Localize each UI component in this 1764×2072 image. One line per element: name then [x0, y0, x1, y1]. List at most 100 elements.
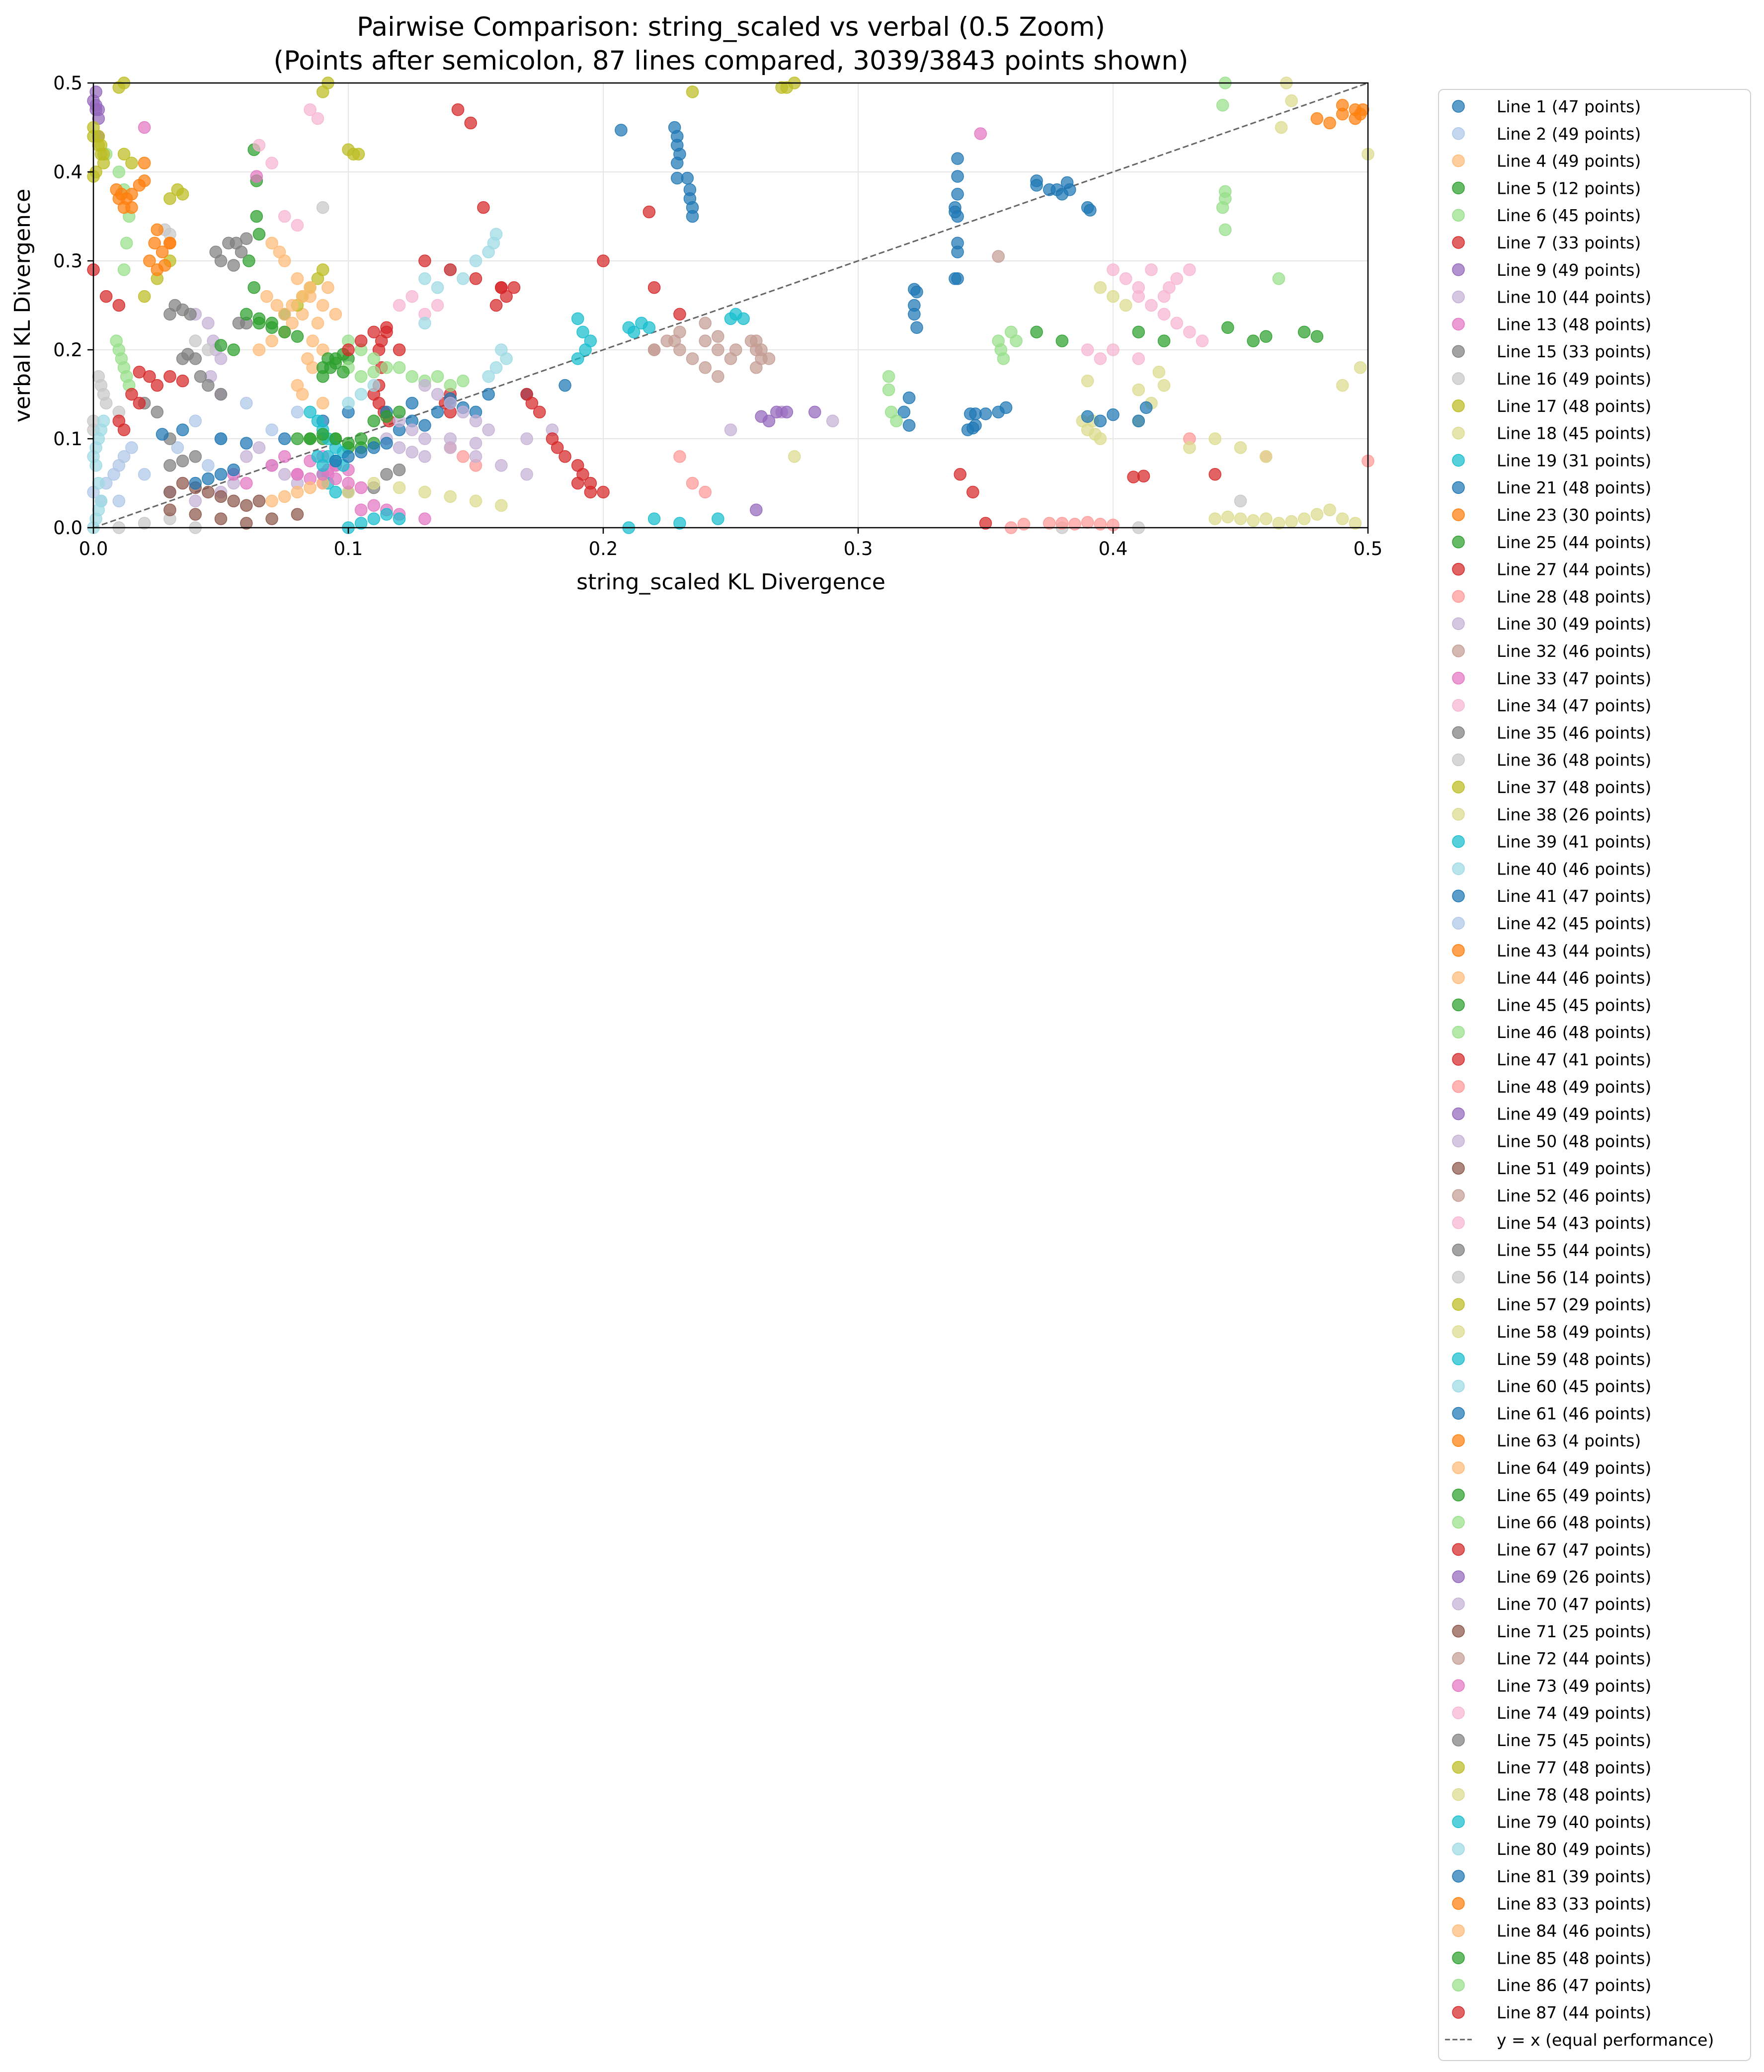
- legend-entry: Line 86 (47 points): [1452, 1976, 1651, 1995]
- legend-label: Line 87 (44 points): [1497, 2003, 1651, 2022]
- legend-marker: [1452, 1379, 1465, 1393]
- scatter-point: [571, 312, 584, 325]
- scatter-point: [418, 450, 431, 463]
- scatter-point: [99, 397, 113, 410]
- legend-marker: [1452, 345, 1465, 358]
- scatter-point: [176, 188, 189, 201]
- legend-label: Line 15 (33 points): [1497, 342, 1651, 361]
- legend-label: Line 85 (48 points): [1497, 1948, 1651, 1968]
- scatter-point: [342, 343, 355, 356]
- legend-label: Line 70 (47 points): [1497, 1594, 1651, 1614]
- x-tick-label: 0.3: [844, 538, 873, 559]
- scatter-point: [1107, 408, 1120, 421]
- scatter-point: [520, 432, 533, 445]
- scatter-point: [250, 170, 263, 183]
- scatter-point: [992, 250, 1005, 263]
- scatter-point: [444, 263, 457, 276]
- scatter-point: [495, 281, 508, 294]
- scatter-point: [304, 432, 317, 445]
- legend-marker: [1452, 699, 1465, 712]
- y-tick-label: 0.2: [53, 339, 82, 361]
- legend-label: Line 84 (46 points): [1497, 1921, 1651, 1941]
- scatter-point: [686, 85, 699, 98]
- legend-marker: [1452, 1870, 1465, 1883]
- scatter-point: [329, 455, 342, 468]
- legend-label: Line 69 (26 points): [1497, 1567, 1651, 1587]
- scatter-point: [138, 290, 151, 303]
- scatter-point: [247, 281, 260, 294]
- legend-marker: [1452, 426, 1465, 440]
- scatter-point: [1119, 272, 1132, 285]
- legend-entry: Line 78 (48 points): [1452, 1785, 1651, 1805]
- scatter-point: [1285, 515, 1298, 528]
- legend-marker: [1452, 1162, 1465, 1175]
- scatter-point: [354, 481, 368, 494]
- legend-marker: [1452, 1243, 1465, 1257]
- series-59: [1132, 290, 1209, 347]
- legend-label: Line 79 (40 points): [1497, 1812, 1651, 1832]
- scatter-point: [405, 370, 418, 383]
- series-66: [143, 237, 176, 276]
- scatter-point: [380, 508, 393, 521]
- legend-entry: Line 2 (49 points): [1452, 124, 1641, 144]
- scatter-point: [240, 397, 253, 410]
- axis-ticks: 0.0 0.1 0.2 0.3 0.4 0.5 0.0 0.1 0.2 0.3 0.4 0.5: [53, 73, 1382, 559]
- legend-entry: Line 48 (49 points): [1452, 1077, 1651, 1097]
- scatter-point: [265, 423, 278, 436]
- legend-marker: [1452, 536, 1465, 549]
- scatter-point: [1132, 352, 1145, 365]
- legend-label: Line 10 (44 points): [1497, 288, 1651, 307]
- scatter-point: [156, 428, 169, 441]
- scatter-point: [897, 405, 911, 419]
- legend-entry: Line 64 (49 points): [1452, 1458, 1651, 1478]
- legend-label: Line 71 (25 points): [1497, 1622, 1651, 1641]
- scatter-point: [1354, 361, 1367, 374]
- scatter-point: [457, 272, 470, 285]
- scatter-point: [1094, 414, 1107, 427]
- scatter-point: [1043, 517, 1056, 530]
- scatter-point: [1107, 343, 1120, 356]
- legend-entry: Line 28 (48 points): [1452, 587, 1651, 606]
- scatter-point: [214, 468, 228, 481]
- scatter-point: [750, 361, 763, 374]
- scatter-point: [291, 432, 304, 445]
- legend-marker: [1452, 1625, 1465, 1638]
- scatter-point: [1323, 503, 1336, 516]
- scatter-point: [189, 508, 202, 521]
- scatter-point: [500, 352, 513, 365]
- series-67: [278, 281, 317, 321]
- scatter-point: [1216, 99, 1229, 112]
- series-13: [571, 308, 750, 534]
- legend-marker: [1452, 998, 1465, 1012]
- scatter-point: [278, 254, 291, 267]
- scatter-point: [1247, 514, 1260, 527]
- scatter-point: [908, 308, 921, 321]
- scatter-point: [712, 370, 724, 383]
- scatter-point: [551, 441, 564, 454]
- legend-label: Line 74 (49 points): [1497, 1703, 1651, 1723]
- scatter-point: [214, 339, 228, 352]
- scatter-point: [1081, 410, 1094, 423]
- scatter-point: [316, 397, 329, 410]
- series-11: [112, 77, 801, 303]
- scatter-point: [444, 397, 457, 410]
- scatter-point: [291, 485, 304, 499]
- legend-marker: [1452, 1107, 1465, 1120]
- legend-marker: [1452, 781, 1465, 794]
- legend-marker: [1452, 590, 1465, 603]
- scatter-point: [882, 383, 895, 397]
- legend-label: Line 17 (48 points): [1497, 397, 1651, 416]
- legend-marker: [1452, 318, 1465, 331]
- scatter-point: [265, 512, 278, 525]
- legend-label: Line 21 (48 points): [1497, 478, 1651, 497]
- scatter-point: [418, 379, 431, 392]
- y-tick-label: 0.0: [53, 517, 82, 539]
- scatter-point: [163, 192, 176, 205]
- series-52: [110, 334, 136, 392]
- scatter-point: [189, 334, 202, 347]
- legend-marker: [1452, 1815, 1465, 1829]
- scatter-point: [304, 103, 317, 116]
- scatter-point: [329, 308, 342, 321]
- legend-marker: [1452, 889, 1465, 902]
- legend-label: Line 78 (48 points): [1497, 1785, 1651, 1805]
